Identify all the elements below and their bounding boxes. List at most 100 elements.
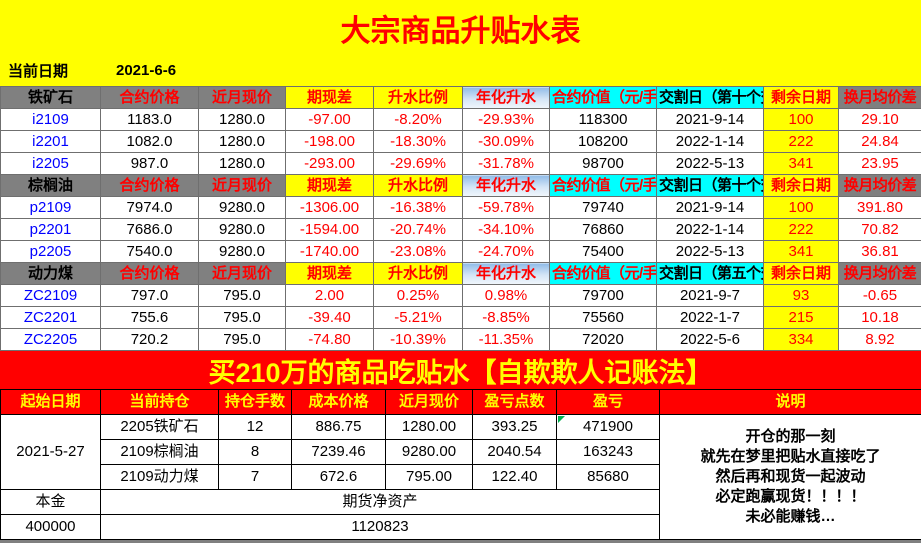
days-cell[interactable]: 100 (763, 196, 839, 219)
contract-cell[interactable]: p2205 (0, 240, 101, 263)
roll-cell[interactable]: 70.82 (838, 218, 921, 241)
basis-cell[interactable]: -1740.00 (285, 240, 374, 263)
header-price[interactable]: 合约价格 (100, 86, 199, 109)
annual-cell[interactable]: -31.78% (462, 152, 550, 175)
header-spot[interactable]: 近月现价 (198, 86, 286, 109)
header-note[interactable]: 说明 (659, 389, 921, 415)
delivery-cell[interactable]: 2021-9-14 (656, 196, 764, 219)
price-cell[interactable]: 7686.0 (100, 218, 199, 241)
header-annual[interactable]: 年化升水 (462, 86, 550, 109)
section-name-cell[interactable]: 棕榈油 (0, 174, 101, 197)
annual-cell[interactable]: -29.93% (462, 108, 550, 131)
delivery-cell[interactable]: 2022-5-6 (656, 328, 764, 351)
roll-cell[interactable]: 23.95 (838, 152, 921, 175)
header-value[interactable]: 合约价值（元/手） (549, 174, 657, 197)
value-cell[interactable]: 79740 (549, 196, 657, 219)
ratio-cell[interactable]: -5.21% (373, 306, 463, 329)
spot-cell[interactable]: 795.0 (198, 328, 286, 351)
cost-cell[interactable]: 672.6 (291, 464, 386, 490)
spot-cell[interactable]: 795.0 (198, 284, 286, 307)
days-cell[interactable]: 100 (763, 108, 839, 131)
position-cell[interactable]: 2109动力煤 (100, 464, 219, 490)
spot-cell[interactable]: 795.0 (198, 306, 286, 329)
header-spot[interactable]: 近月现价 (385, 389, 473, 415)
header-cost[interactable]: 成本价格 (291, 389, 386, 415)
spot-cell[interactable]: 1280.0 (198, 108, 286, 131)
roll-cell[interactable]: 29.10 (838, 108, 921, 131)
position-cell[interactable]: 2205铁矿石 (100, 414, 219, 440)
spot-cell[interactable]: 1280.0 (198, 130, 286, 153)
header-delivery[interactable]: 交割日（第五个交易日） (656, 262, 764, 285)
spot-cell[interactable]: 9280.0 (198, 196, 286, 219)
value-cell[interactable]: 75400 (549, 240, 657, 263)
annual-cell[interactable]: -59.78% (462, 196, 550, 219)
delivery-cell[interactable]: 2022-1-14 (656, 218, 764, 241)
header-pnl[interactable]: 盈亏 (556, 389, 660, 415)
days-cell[interactable]: 222 (763, 218, 839, 241)
points-cell[interactable]: 393.25 (472, 414, 557, 440)
header-days[interactable]: 剩余日期 (763, 262, 839, 285)
annual-cell[interactable]: 0.98% (462, 284, 550, 307)
annual-cell[interactable]: -11.35% (462, 328, 550, 351)
basis-cell[interactable]: -97.00 (285, 108, 374, 131)
price-cell[interactable]: 1183.0 (100, 108, 199, 131)
header-roll[interactable]: 换月均价差 (838, 86, 921, 109)
price-cell[interactable]: 755.6 (100, 306, 199, 329)
position-cell[interactable]: 2109棕榈油 (100, 439, 219, 465)
spot-cell[interactable]: 9280.00 (385, 439, 473, 465)
spot-cell[interactable]: 9280.0 (198, 218, 286, 241)
cost-cell[interactable]: 886.75 (291, 414, 386, 440)
days-cell[interactable]: 215 (763, 306, 839, 329)
spot-cell[interactable]: 795.00 (385, 464, 473, 490)
header-annual[interactable]: 年化升水 (462, 174, 550, 197)
spot-cell[interactable]: 1280.0 (198, 152, 286, 175)
header-spot[interactable]: 近月现价 (198, 262, 286, 285)
price-cell[interactable]: 797.0 (100, 284, 199, 307)
delivery-cell[interactable]: 2022-1-7 (656, 306, 764, 329)
pnl-cell[interactable]: 85680 (556, 464, 660, 490)
start-date-cell[interactable]: 2021-5-27 (0, 414, 101, 490)
contract-cell[interactable]: ZC2109 (0, 284, 101, 307)
lots-cell[interactable]: 12 (218, 414, 292, 440)
basis-cell[interactable]: -39.40 (285, 306, 374, 329)
price-cell[interactable]: 987.0 (100, 152, 199, 175)
header-delivery[interactable]: 交割日（第十个交易日） (656, 174, 764, 197)
value-cell[interactable]: 72020 (549, 328, 657, 351)
basis-cell[interactable]: -74.80 (285, 328, 374, 351)
roll-cell[interactable]: 36.81 (838, 240, 921, 263)
contract-cell[interactable]: i2201 (0, 130, 101, 153)
header-position[interactable]: 当前持仓 (100, 389, 219, 415)
ratio-cell[interactable]: -18.30% (373, 130, 463, 153)
net-asset-value-cell[interactable]: 1120823 (100, 514, 660, 540)
header-points[interactable]: 盈亏点数 (472, 389, 557, 415)
annual-cell[interactable]: -30.09% (462, 130, 550, 153)
principal-value-cell[interactable]: 400000 (0, 514, 101, 540)
delivery-cell[interactable]: 2021-9-14 (656, 108, 764, 131)
net-asset-label-cell[interactable]: 期货净资产 (100, 489, 660, 515)
header-spot[interactable]: 近月现价 (198, 174, 286, 197)
roll-cell[interactable]: 10.18 (838, 306, 921, 329)
price-cell[interactable]: 720.2 (100, 328, 199, 351)
annual-cell[interactable]: -34.10% (462, 218, 550, 241)
lots-cell[interactable]: 8 (218, 439, 292, 465)
days-cell[interactable]: 341 (763, 152, 839, 175)
header-lots[interactable]: 持仓手数 (218, 389, 292, 415)
note-cell[interactable]: 开仓的那一刻 就先在梦里把贴水直接吃了 然后再和现货一起波动 必定跑赢现货！！！… (659, 414, 921, 540)
header-days[interactable]: 剩余日期 (763, 86, 839, 109)
basis-cell[interactable]: -1594.00 (285, 218, 374, 241)
header-value[interactable]: 合约价值（元/手） (549, 262, 657, 285)
ratio-cell[interactable]: -29.69% (373, 152, 463, 175)
days-cell[interactable]: 334 (763, 328, 839, 351)
contract-cell[interactable]: i2205 (0, 152, 101, 175)
days-cell[interactable]: 341 (763, 240, 839, 263)
header-annual[interactable]: 年化升水 (462, 262, 550, 285)
header-ratio[interactable]: 升水比例 (373, 262, 463, 285)
delivery-cell[interactable]: 2022-1-14 (656, 130, 764, 153)
price-cell[interactable]: 7974.0 (100, 196, 199, 219)
basis-cell[interactable]: -293.00 (285, 152, 374, 175)
value-cell[interactable]: 98700 (549, 152, 657, 175)
header-value[interactable]: 合约价值（元/手） (549, 86, 657, 109)
annual-cell[interactable]: -24.70% (462, 240, 550, 263)
delivery-cell[interactable]: 2022-5-13 (656, 152, 764, 175)
days-cell[interactable]: 222 (763, 130, 839, 153)
